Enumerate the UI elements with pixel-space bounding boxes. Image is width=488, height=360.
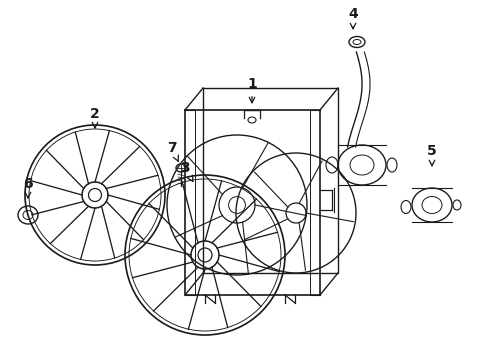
Text: 2: 2	[90, 107, 100, 128]
Text: 3: 3	[180, 161, 192, 181]
Text: 4: 4	[347, 7, 357, 29]
Text: 1: 1	[246, 77, 256, 103]
Text: 7: 7	[167, 141, 178, 161]
Text: 6: 6	[23, 177, 33, 198]
Text: 5: 5	[426, 144, 436, 166]
